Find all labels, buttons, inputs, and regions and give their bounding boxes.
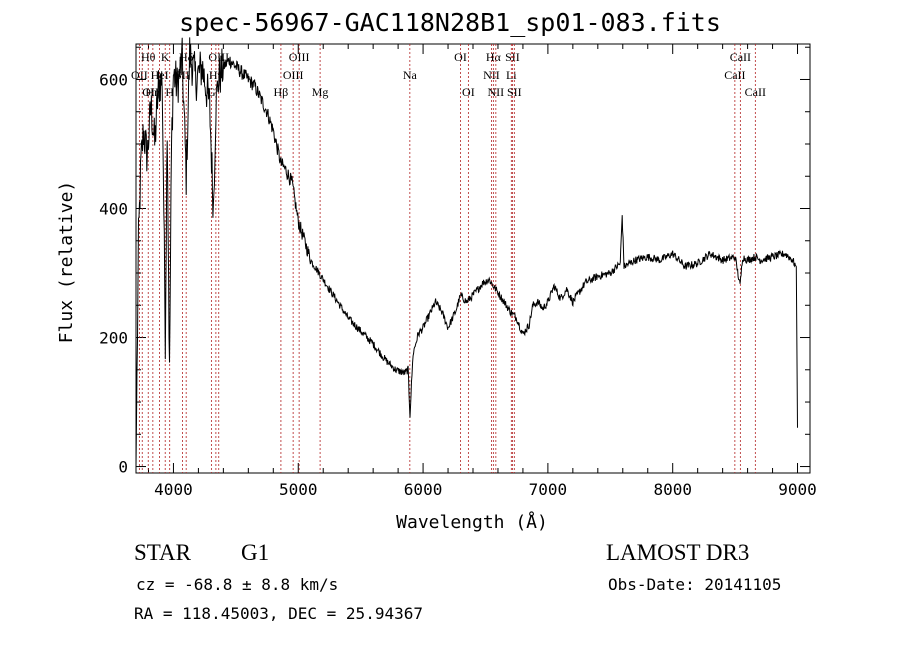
line-marker-label: H [165, 85, 174, 99]
line-marker-label: SII [505, 50, 520, 64]
plot-axes: 4000 5000 6000 7000 8000 9000 0 200 400 600 [99, 43, 817, 499]
x-axis-label: Wavelength (Å) [396, 511, 548, 533]
plot-frame [135, 43, 811, 474]
line-marker-label: Li [506, 68, 517, 82]
line-marker-label: OI [454, 50, 467, 64]
line-marker-label: OIII [289, 50, 310, 64]
x-tick-label: 6000 [404, 480, 443, 499]
y-axis-label: Flux (relative) [56, 181, 77, 344]
y-tick-label: 600 [99, 70, 128, 89]
chart-title: spec-56967-GAC118N28B1_sp01-083.fits [179, 8, 721, 37]
line-marker-label: OIII [283, 68, 304, 82]
flux-series [135, 37, 798, 467]
spectral-subclass: G1 [241, 540, 270, 565]
line-marker-label: OII [142, 85, 159, 99]
y-tick-label: 400 [99, 200, 128, 219]
line-marker-label: Na [403, 68, 418, 82]
line-marker-label: Hα [486, 50, 502, 64]
x-tick-label: 5000 [279, 480, 318, 499]
y-tick-label: 200 [99, 329, 128, 348]
y-tick-label: 0 [118, 458, 128, 477]
line-marker-label: OII [131, 68, 148, 82]
flux-line [135, 37, 798, 467]
spectral-class: STAR [134, 540, 191, 565]
line-marker-label: Mg [312, 85, 329, 99]
survey-name: LAMOST DR3 [606, 540, 750, 565]
line-marker-label: NII [483, 68, 500, 82]
line-marker-label: Hθ [141, 50, 156, 64]
line-marker-label: Hβ [274, 85, 289, 99]
coordinates-info: RA = 118.45003, DEC = 25.94367 [134, 604, 423, 623]
x-tick-label: 9000 [778, 480, 817, 499]
line-markers: OIIOIIHθHηHeIKHSIIHδGHγOIIIHβOIIIOIIIMgN… [131, 44, 766, 473]
line-marker-label: HeI [151, 68, 169, 82]
redshift-info: cz = -68.8 ± 8.8 km/s [136, 575, 339, 594]
line-marker-label: G [207, 85, 216, 99]
line-marker-label: K [161, 50, 170, 64]
x-tick-label: 7000 [529, 480, 568, 499]
line-marker-label: CaII [745, 85, 766, 99]
observation-date: Obs-Date: 20141105 [608, 575, 782, 594]
x-tick-label: 4000 [154, 480, 193, 499]
x-tick-label: 8000 [653, 480, 692, 499]
line-marker-label: OI [462, 85, 475, 99]
line-marker-label: NII [488, 85, 505, 99]
line-marker-label: SII [507, 85, 522, 99]
line-marker-label: CaII [724, 68, 745, 82]
line-marker-label: CaII [730, 50, 751, 64]
